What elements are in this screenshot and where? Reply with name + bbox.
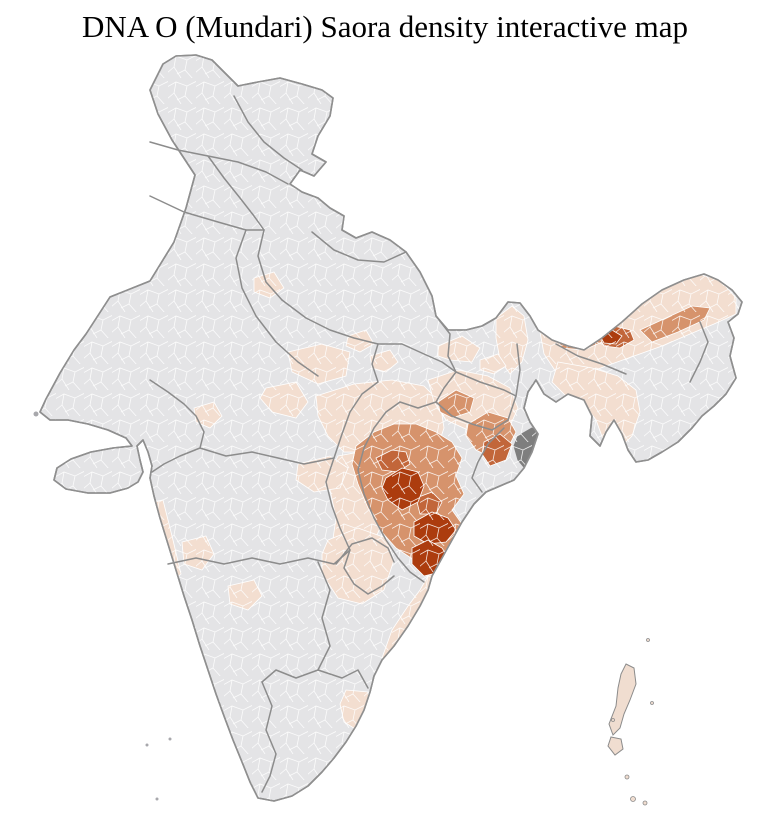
border-assam-meghalaya xyxy=(555,343,627,375)
border-wb-odisha xyxy=(471,427,505,493)
lakshadweep-islet-2[interactable] xyxy=(168,737,172,741)
state-borders xyxy=(149,95,709,793)
border-gujarat-rajasthan xyxy=(149,379,205,473)
islands xyxy=(33,411,654,806)
kutch-islet[interactable] xyxy=(33,411,39,417)
border-tn-ap xyxy=(317,669,369,689)
border-mp-cg xyxy=(325,343,395,595)
border-rajasthan-east xyxy=(235,229,319,377)
lakshadweep-islet-3[interactable] xyxy=(155,797,159,801)
andaman-islet-1[interactable] xyxy=(646,638,650,642)
border-jharkhand-south xyxy=(435,395,517,431)
border-haryana-up xyxy=(257,229,283,301)
border-uk-south xyxy=(311,231,407,263)
border-bihar-west xyxy=(435,315,457,403)
andaman-islet-2[interactable] xyxy=(650,701,654,705)
border-mh-south xyxy=(167,549,351,565)
border-telangana xyxy=(335,537,395,565)
andaman-islet-6[interactable] xyxy=(642,800,648,806)
border-karnataka-east xyxy=(317,561,331,671)
andaman-island-1[interactable] xyxy=(608,663,637,736)
border-odisha-west xyxy=(357,401,437,583)
andaman-islet-5[interactable] xyxy=(630,796,636,802)
border-bihar-south xyxy=(455,343,521,397)
page-title: DNA O (Mundari) Saora density interactiv… xyxy=(81,9,689,44)
andaman-island-2[interactable] xyxy=(607,736,624,756)
andaman-islet-3[interactable] xyxy=(611,718,615,722)
border-jk-ladakh xyxy=(233,95,303,171)
border-kerala-tn xyxy=(261,681,277,793)
india-outline xyxy=(39,54,743,802)
border-karnataka-south xyxy=(261,669,319,683)
lakshadweep-islet-1[interactable] xyxy=(145,743,149,747)
border-jk-south xyxy=(149,141,289,185)
border-mh-north xyxy=(199,447,335,465)
border-hp-west xyxy=(207,155,265,231)
andaman-islet-4[interactable] xyxy=(624,774,630,780)
border-nagaland-west xyxy=(689,321,709,383)
border-punjab-haryana xyxy=(149,195,265,231)
